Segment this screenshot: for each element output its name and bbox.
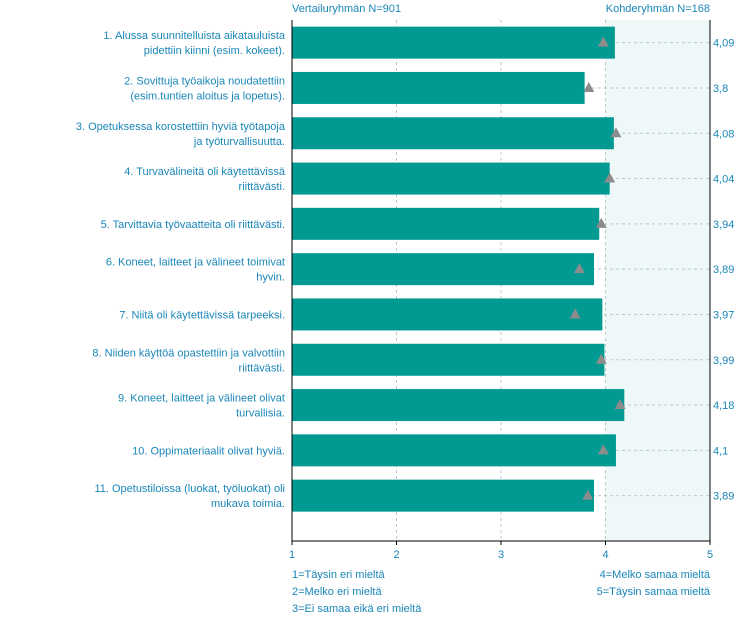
bar bbox=[292, 162, 610, 195]
category-label-line: ja työturvallisuutta. bbox=[193, 136, 285, 148]
legend-scale-5: 5=Täysin samaa mieltä bbox=[597, 586, 711, 598]
category-label: 6. Koneet, laitteet ja välineet toimivat… bbox=[106, 257, 285, 284]
value-label: 4,09 bbox=[713, 38, 734, 50]
comparison-group-header: Vertailuryhmän N=901 bbox=[292, 3, 401, 15]
value-label: 4,08 bbox=[713, 128, 734, 140]
value-label: 4,1 bbox=[713, 445, 728, 457]
category-label: 11. Opetustiloissa (luokat, työluokat) o… bbox=[94, 483, 285, 510]
bar bbox=[292, 253, 595, 286]
comparison-marker bbox=[573, 263, 585, 274]
comparison-marker bbox=[610, 127, 622, 138]
value-label: 3,89 bbox=[713, 491, 734, 503]
category-label: 9. Koneet, laitteet ja välineet olivat tu… bbox=[118, 393, 285, 420]
value-label: 3,8 bbox=[713, 83, 728, 95]
gridlines bbox=[292, 20, 710, 541]
bar bbox=[292, 434, 616, 467]
bar bbox=[292, 117, 614, 150]
comparison-marker bbox=[595, 217, 607, 228]
bar bbox=[292, 389, 625, 422]
target-group-header: Kohderyhmän N=168 bbox=[606, 3, 710, 15]
comparison-marker bbox=[569, 308, 581, 319]
value-labels-group: 4,09 3,8 4,08 4,04 3,94 3,89 3,97 3,99 4,18 4,1 3,… bbox=[713, 38, 734, 503]
category-label: 10. Oppimateriaalit olivat hyviä. bbox=[132, 445, 285, 457]
category-label-line: 4. Turvavälineitä oli käytettävissä bbox=[124, 166, 286, 178]
category-label-line: 1. Alussa suunnitelluista aikatauluista bbox=[103, 30, 285, 42]
value-label: 3,94 bbox=[713, 219, 734, 231]
category-label: 3. Opetuksessa korostettiin hyviä työtap… bbox=[76, 121, 286, 148]
category-label-line: 6. Koneet, laitteet ja välineet toimivat bbox=[106, 257, 285, 269]
category-label-line: 2. Sovittuja työaikoja noudatettiin bbox=[124, 75, 285, 87]
category-label-line: 7. Niitä oli käytettävissä tarpeeksi. bbox=[119, 309, 285, 321]
value-label: 3,97 bbox=[713, 309, 734, 321]
category-label: 4. Turvavälineitä oli käytettävissä riitt… bbox=[124, 166, 286, 193]
bar bbox=[292, 207, 600, 240]
comparison-marker bbox=[614, 399, 626, 410]
comparison-marker bbox=[597, 444, 609, 455]
category-label-line: riittävästi. bbox=[239, 181, 285, 193]
comparison-marker bbox=[582, 489, 594, 500]
category-label: 5. Tarvittavia työvaatteita oli riittävä… bbox=[101, 219, 285, 231]
value-label: 3,89 bbox=[713, 264, 734, 276]
comparison-markers-group bbox=[569, 36, 626, 500]
category-label-line: riittävästi. bbox=[239, 362, 285, 374]
category-label-line: (esim.tuntien aloitus ja lopetus). bbox=[130, 90, 285, 102]
category-label: 2. Sovittuja työaikoja noudatettiin (esim… bbox=[124, 75, 285, 102]
bar bbox=[292, 343, 605, 376]
category-label-line: turvallisia. bbox=[236, 408, 285, 420]
comparison-marker bbox=[583, 81, 595, 92]
bar bbox=[292, 298, 603, 331]
category-label-line: 8. Niiden käyttöä opastettiin ja valvott… bbox=[92, 347, 285, 359]
value-label: 4,18 bbox=[713, 400, 734, 412]
category-label: 1. Alussa suunnitelluista aikatauluista p… bbox=[103, 30, 285, 57]
legend-scale-2: 2=Melko eri mieltä bbox=[292, 586, 382, 598]
x-tick-label: 5 bbox=[707, 549, 713, 561]
category-labels-group: 1. Alussa suunnitelluista aikatauluista p… bbox=[76, 30, 286, 510]
category-label-line: 9. Koneet, laitteet ja välineet olivat bbox=[118, 393, 285, 405]
bar bbox=[292, 479, 595, 512]
bars-group bbox=[292, 26, 625, 512]
agree-region-background bbox=[605, 20, 710, 541]
category-label: 7. Niitä oli käytettävissä tarpeeksi. bbox=[119, 309, 285, 321]
value-label: 4,04 bbox=[713, 174, 734, 186]
bar bbox=[292, 71, 585, 104]
category-label-line: 5. Tarvittavia työvaatteita oli riittävä… bbox=[101, 219, 285, 231]
category-label-line: 3. Opetuksessa korostettiin hyviä työtap… bbox=[76, 121, 286, 133]
comparison-marker bbox=[597, 36, 609, 47]
comparison-marker bbox=[595, 353, 607, 364]
category-label-line: mukava toimia. bbox=[211, 498, 285, 510]
x-axis: 1 2 3 4 5 bbox=[289, 541, 713, 561]
legend-scale-4: 4=Melko samaa mieltä bbox=[600, 569, 711, 581]
category-label-line: 11. Opetustiloissa (luokat, työluokat) o… bbox=[94, 483, 285, 495]
legend-scale-3: 3=Ei samaa eikä eri mieltä bbox=[292, 603, 422, 615]
x-tick-label: 2 bbox=[393, 549, 399, 561]
x-tick-label: 1 bbox=[289, 549, 295, 561]
x-tick-label: 3 bbox=[498, 549, 504, 561]
x-tick-label: 4 bbox=[602, 549, 608, 561]
category-label-line: pidettiin kiinni (esim. kokeet). bbox=[144, 45, 285, 57]
category-label: 8. Niiden käyttöä opastettiin ja valvott… bbox=[92, 347, 285, 374]
category-label-line: 10. Oppimateriaalit olivat hyviä. bbox=[132, 445, 285, 457]
category-label-line: hyvin. bbox=[256, 272, 285, 284]
value-label: 3,99 bbox=[713, 355, 734, 367]
legend-scale-1: 1=Täysin eri mieltä bbox=[292, 569, 386, 581]
comparison-marker bbox=[604, 172, 616, 183]
bar bbox=[292, 26, 615, 59]
